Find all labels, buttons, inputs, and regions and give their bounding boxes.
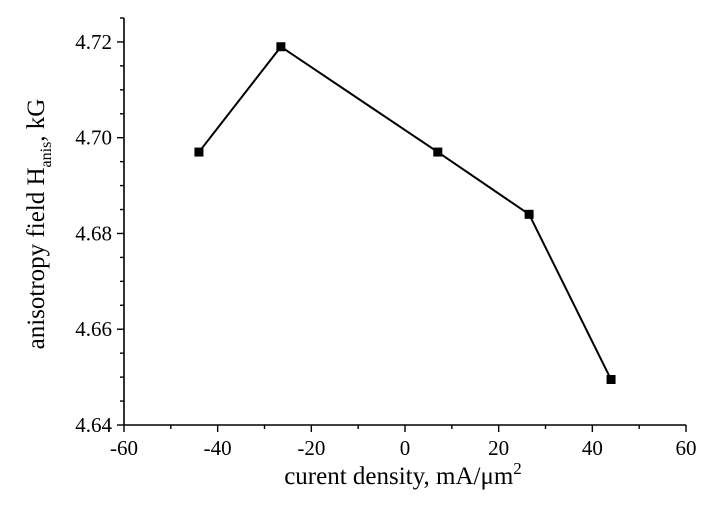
tick-labels: -60 -40 -20 0 20 40 60 4.64 4.66 4.68 4.70 4.72 <box>75 30 696 460</box>
x-tick-label: 40 <box>582 436 603 460</box>
y-tick-label: 4.70 <box>75 126 112 150</box>
x-tick-label: 60 <box>676 436 697 460</box>
x-tick-label: -20 <box>297 436 325 460</box>
y-axis-label-prefix: anisotropy field H <box>23 167 50 349</box>
data-point <box>433 147 443 157</box>
y-axis-label: anisotropy field Hanis, kG <box>23 99 55 350</box>
x-axis-label: curent density, mA/μm2 <box>284 459 522 490</box>
y-tick-label: 4.66 <box>75 317 112 341</box>
data-point <box>194 147 204 157</box>
x-tick-label: 0 <box>400 436 411 460</box>
x-axis-label-superscript: 2 <box>513 459 522 478</box>
series <box>194 42 616 385</box>
data-point <box>606 375 616 385</box>
y-tick-label: 4.64 <box>75 413 112 437</box>
x-axis-label-text: curent density, mA/μm <box>284 463 514 490</box>
y-axis-label-subscript: anis <box>38 142 55 168</box>
x-tick-label: -40 <box>204 436 232 460</box>
y-axis-label-suffix: , kG <box>23 99 50 142</box>
data-point <box>276 42 286 52</box>
axes <box>123 18 686 426</box>
data-point <box>524 209 534 219</box>
x-tick-label: -60 <box>110 436 138 460</box>
y-tick-label: 4.68 <box>75 221 112 245</box>
x-tick-label: 20 <box>488 436 509 460</box>
ticks <box>117 17 687 432</box>
series-line <box>198 45 612 380</box>
y-tick-label: 4.72 <box>75 30 112 54</box>
